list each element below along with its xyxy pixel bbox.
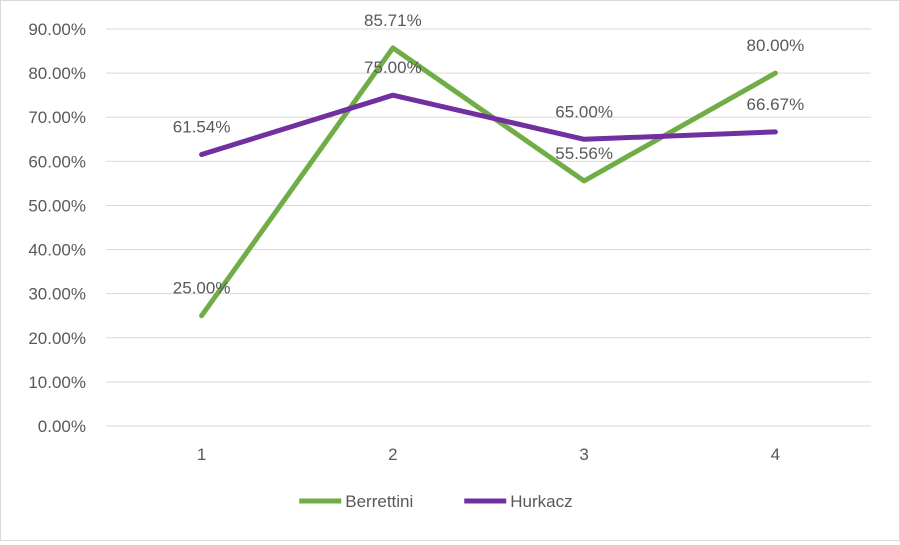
data-labels: 25.00% 85.71% 55.56% 80.00% 61.54% 75.00% 65.0… <box>173 11 804 298</box>
y-tick-label: 90.00% <box>28 20 86 39</box>
x-tick-label: 2 <box>388 445 397 464</box>
x-tick-label: 1 <box>197 445 206 464</box>
y-tick-label: 40.00% <box>28 241 86 260</box>
data-label: 25.00% <box>173 279 231 298</box>
y-tick-label: 0.00% <box>38 417 86 436</box>
series-line-hurkacz <box>199 92 778 157</box>
data-label: 65.00% <box>555 102 613 121</box>
x-tick-label: 3 <box>579 445 588 464</box>
legend-label: Berrettini <box>345 492 413 511</box>
y-tick-label: 20.00% <box>28 329 86 348</box>
y-axis-tick-labels: 0.00% 10.00% 20.00% 30.00% 40.00% 50.00% 60.00… <box>28 20 86 436</box>
gridlines <box>106 28 871 427</box>
y-tick-label: 10.00% <box>28 373 86 392</box>
y-tick-label: 50.00% <box>28 196 86 215</box>
y-tick-label: 30.00% <box>28 285 86 304</box>
data-label: 66.67% <box>747 95 805 114</box>
legend-label: Hurkacz <box>510 492 572 511</box>
y-tick-label: 80.00% <box>28 64 86 83</box>
series-line-berrettini <box>199 45 778 319</box>
data-label: 55.56% <box>555 144 613 163</box>
y-tick-label: 70.00% <box>28 108 86 127</box>
data-label: 75.00% <box>364 58 422 77</box>
y-tick-label: 60.00% <box>28 152 86 171</box>
data-label: 61.54% <box>173 118 231 137</box>
x-axis-tick-labels: 1 2 3 4 <box>197 445 780 464</box>
legend-item-berrettini: Berrettini <box>299 492 413 511</box>
legend: Berrettini Hurkacz <box>299 492 573 511</box>
legend-item-hurkacz: Hurkacz <box>464 492 573 511</box>
x-tick-label: 4 <box>771 445 780 464</box>
series-lines <box>199 45 778 319</box>
data-label: 85.71% <box>364 11 422 30</box>
data-label: 80.00% <box>747 36 805 55</box>
